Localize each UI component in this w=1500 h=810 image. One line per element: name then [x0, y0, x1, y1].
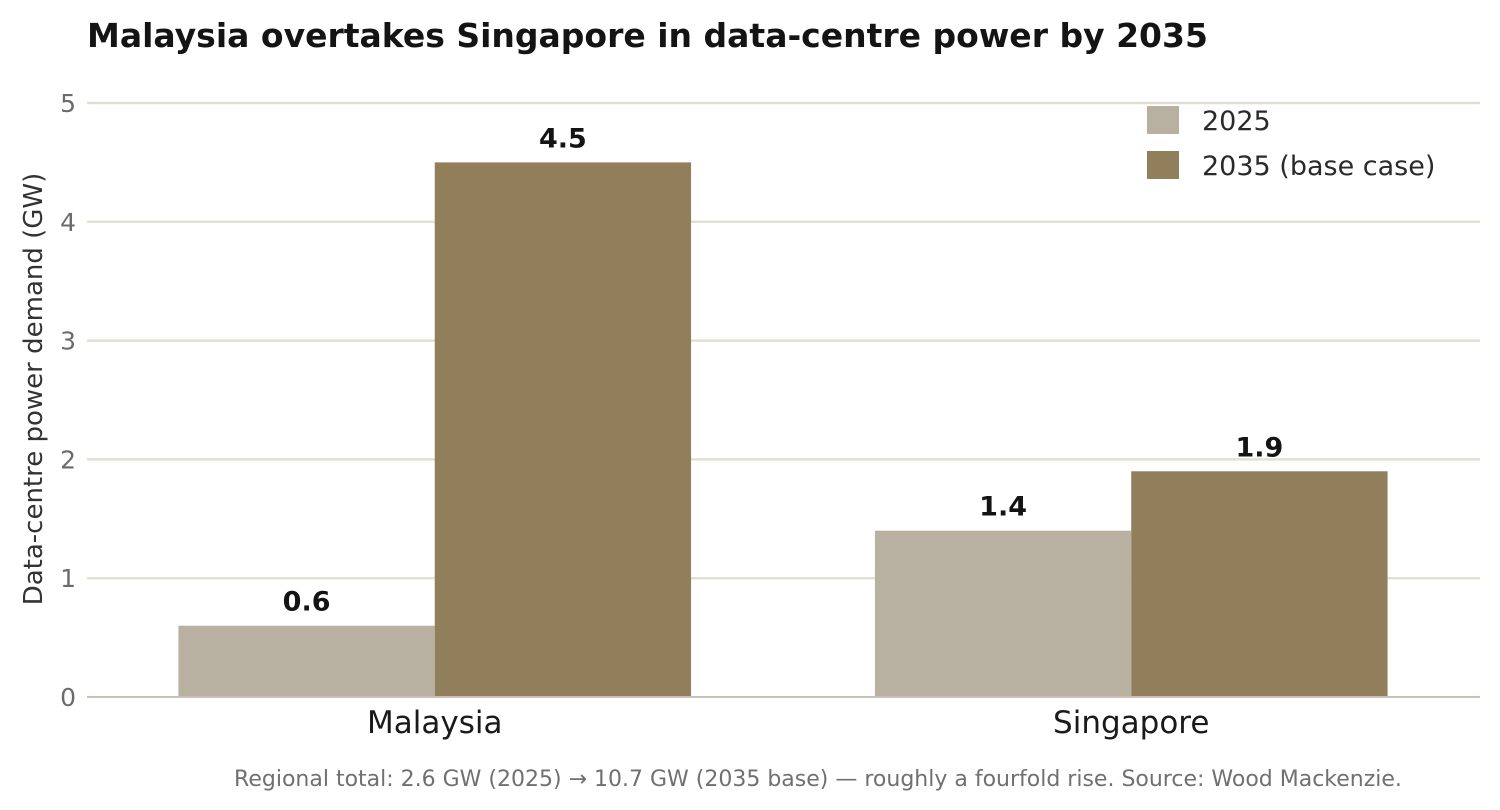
bar-malaysia-2025 — [178, 625, 435, 697]
footnote: Regional total: 2.6 GW (2025) → 10.7 GW … — [234, 767, 1402, 792]
bar-singapore-2025 — [874, 530, 1132, 697]
chart-title: Malaysia overtakes Singapore in data-cen… — [87, 16, 1208, 55]
data-label: 0.6 — [283, 587, 331, 618]
legend-label: 2035 (base case) — [1202, 151, 1435, 182]
bar-singapore-2035 — [1131, 471, 1388, 697]
legend-swatch — [1147, 151, 1179, 179]
x-category-label: Singapore — [1053, 705, 1209, 741]
legend: 2025 2035 (base case) — [1147, 106, 1435, 182]
y-tick-label: 1 — [60, 564, 76, 593]
legend-label: 2025 — [1202, 106, 1271, 137]
legend-swatch — [1147, 106, 1179, 134]
data-label: 4.5 — [539, 123, 587, 154]
y-axis-label: Data-centre power demand (GW) — [19, 173, 49, 606]
x-category-label: Malaysia — [367, 705, 502, 741]
y-tick-label: 5 — [60, 89, 76, 118]
y-tick-label: 0 — [60, 683, 76, 712]
y-tick-label: 2 — [60, 445, 76, 474]
bars: 0.6 4.5 1.4 1.9 — [178, 123, 1388, 697]
bar-malaysia-2035 — [434, 162, 692, 697]
x-axis-categories: Malaysia Singapore — [367, 705, 1209, 741]
data-label: 1.9 — [1235, 432, 1283, 463]
y-tick-label: 3 — [60, 327, 76, 356]
y-axis-ticks: 0 1 2 3 4 5 — [60, 89, 76, 712]
data-label: 1.4 — [979, 492, 1027, 523]
y-tick-label: 4 — [60, 208, 76, 237]
